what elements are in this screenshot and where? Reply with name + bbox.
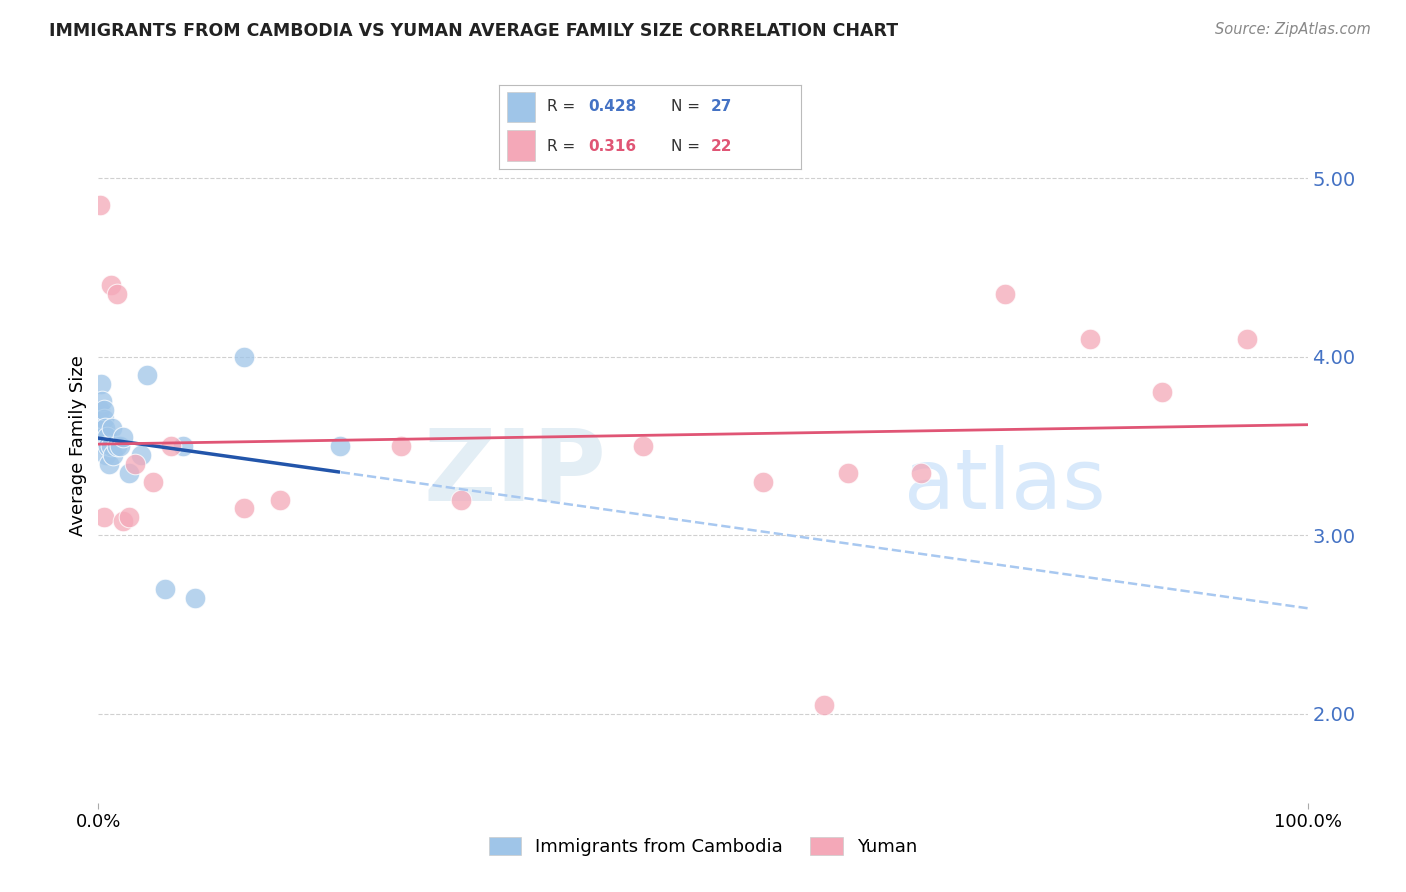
Point: [105, 439, 128, 453]
Y-axis label: Average Family Size: Average Family Size: [69, 356, 87, 536]
Point: [1078, 332, 1101, 346]
Text: 22: 22: [710, 138, 733, 153]
Text: 27: 27: [710, 99, 733, 114]
Point: [232, 350, 254, 364]
Point: [450, 492, 472, 507]
Point: [135, 368, 157, 382]
Point: [142, 475, 165, 489]
Legend: Immigrants from Cambodia, Yuman: Immigrants from Cambodia, Yuman: [479, 828, 927, 865]
Point: [91, 421, 114, 435]
Text: atlas: atlas: [904, 445, 1107, 525]
Point: [631, 439, 654, 453]
Point: [100, 421, 122, 435]
Point: [994, 287, 1017, 301]
Text: Source: ZipAtlas.com: Source: ZipAtlas.com: [1215, 22, 1371, 37]
Point: [813, 698, 835, 712]
Text: N =: N =: [672, 138, 706, 153]
Point: [91, 394, 114, 409]
Point: [93, 510, 115, 524]
Point: [160, 439, 183, 453]
Bar: [506, 92, 536, 122]
Point: [752, 475, 775, 489]
Point: [1152, 385, 1174, 400]
Bar: [506, 130, 536, 161]
Point: [101, 448, 124, 462]
Point: [90, 376, 112, 391]
Point: [96, 448, 118, 462]
Point: [111, 514, 134, 528]
Point: [389, 439, 412, 453]
Point: [91, 430, 114, 444]
Text: 0.316: 0.316: [588, 138, 637, 153]
Point: [118, 510, 141, 524]
Text: IMMIGRANTS FROM CAMBODIA VS YUMAN AVERAGE FAMILY SIZE CORRELATION CHART: IMMIGRANTS FROM CAMBODIA VS YUMAN AVERAG…: [49, 22, 898, 40]
Point: [93, 412, 115, 426]
Point: [105, 287, 128, 301]
Point: [329, 439, 352, 453]
Point: [97, 439, 120, 453]
Text: R =: R =: [547, 99, 581, 114]
Point: [100, 278, 122, 293]
Point: [89, 403, 111, 417]
Point: [184, 591, 207, 605]
Point: [910, 466, 932, 480]
Point: [837, 466, 859, 480]
Text: N =: N =: [672, 99, 706, 114]
Point: [93, 403, 115, 417]
Point: [153, 582, 176, 596]
Text: R =: R =: [547, 138, 581, 153]
Text: 0.428: 0.428: [588, 99, 637, 114]
Point: [111, 430, 134, 444]
Point: [94, 421, 117, 435]
Point: [89, 198, 111, 212]
Point: [129, 448, 152, 462]
Point: [232, 501, 254, 516]
Point: [94, 439, 117, 453]
Point: [98, 457, 121, 471]
Point: [100, 439, 122, 453]
Point: [1236, 332, 1258, 346]
Point: [118, 466, 141, 480]
Text: ZIP: ZIP: [423, 425, 606, 521]
Point: [96, 430, 118, 444]
Point: [172, 439, 194, 453]
Point: [124, 457, 146, 471]
Point: [108, 439, 131, 453]
Point: [269, 492, 291, 507]
